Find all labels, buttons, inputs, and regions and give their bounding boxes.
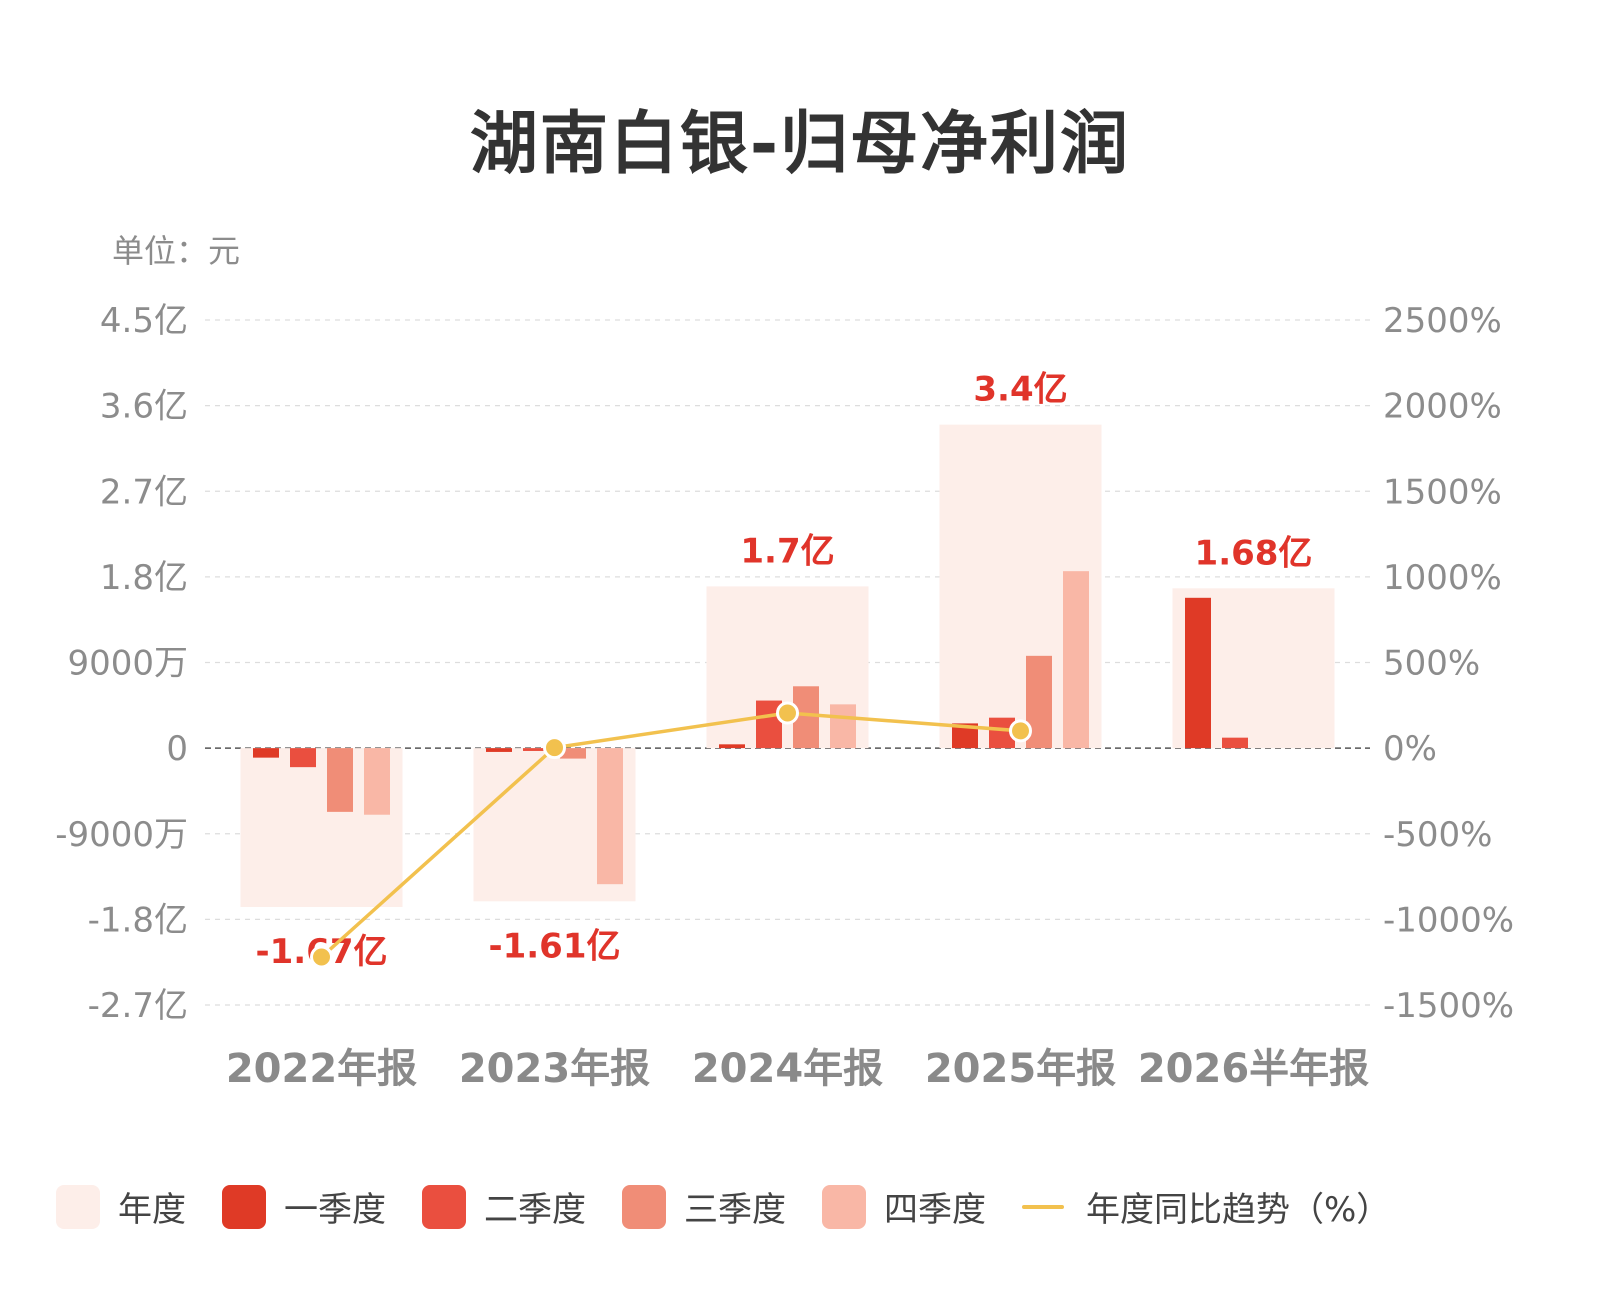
quarter-bar-q4 bbox=[1063, 571, 1089, 749]
quarter-bar-q2 bbox=[523, 748, 549, 751]
legend-line-swatch bbox=[1022, 1204, 1064, 1209]
x-category-label: 2023年报 bbox=[459, 1046, 650, 1092]
quarter-bar-q1 bbox=[1185, 597, 1211, 749]
y-right-tick-label: 1500% bbox=[1383, 472, 1502, 512]
quarter-bar-q1 bbox=[253, 748, 279, 758]
y-left-tick-label: 0 bbox=[166, 729, 188, 769]
quarter-bar-q2 bbox=[290, 748, 316, 768]
trend-line bbox=[320, 711, 1021, 959]
trend-point bbox=[1009, 719, 1032, 743]
legend-label: 二季度 bbox=[484, 1190, 586, 1230]
legend-item: 一季度 bbox=[222, 1182, 386, 1231]
annual-value-label: 3.4亿 bbox=[973, 370, 1067, 410]
y-right-tick-label: 500% bbox=[1383, 644, 1480, 684]
annual-value-label: -1.61亿 bbox=[489, 926, 621, 966]
y-left-tick-label: 9000万 bbox=[67, 644, 188, 684]
annual-value-label: 1.68亿 bbox=[1195, 533, 1313, 573]
legend: 年度 一季度 二季度 三季度 四季度 年度同比趋势（%） bbox=[56, 1182, 1426, 1231]
y-right-tick-label: -1500% bbox=[1383, 986, 1514, 1026]
y-left-tick-label: 4.5亿 bbox=[100, 301, 188, 341]
legend-label: 年度同比趋势（%） bbox=[1086, 1190, 1391, 1230]
quarter-bar-q1 bbox=[719, 744, 745, 749]
legend-box-swatch bbox=[56, 1184, 100, 1229]
y-right-tick-label: -500% bbox=[1383, 815, 1492, 855]
y-right-tick-label: 2500% bbox=[1383, 301, 1502, 341]
legend-label: 年度 bbox=[118, 1190, 186, 1230]
quarter-bar-q3 bbox=[327, 748, 353, 812]
y-right-tick-label: -1000% bbox=[1383, 900, 1514, 940]
y-left-tick-label: -2.7亿 bbox=[88, 986, 188, 1026]
legend-label: 三季度 bbox=[684, 1190, 786, 1230]
unit-label: 单位：元 bbox=[112, 232, 241, 270]
legend-item: 三季度 bbox=[622, 1182, 786, 1231]
chart-title: 湖南白银-归母净利润 bbox=[469, 105, 1131, 184]
legend-label: 一季度 bbox=[284, 1190, 386, 1230]
trend-point bbox=[310, 945, 333, 969]
legend-item: 年度 bbox=[56, 1182, 186, 1231]
y-left-tick-label: 3.6亿 bbox=[100, 387, 188, 427]
y-right-tick-label: 2000% bbox=[1383, 387, 1502, 427]
legend-item: 四季度 bbox=[822, 1182, 986, 1231]
quarter-bar-q4 bbox=[597, 748, 623, 885]
x-category-label: 2024年报 bbox=[692, 1046, 883, 1092]
legend-box-swatch bbox=[222, 1184, 266, 1229]
x-category-label: 2022年报 bbox=[226, 1046, 417, 1092]
trend-point bbox=[776, 701, 799, 725]
legend-label: 四季度 bbox=[884, 1190, 986, 1230]
trend-point bbox=[543, 736, 566, 760]
quarter-bar-q3 bbox=[560, 748, 586, 759]
annual-value-label: 1.7亿 bbox=[740, 531, 834, 571]
y-left-tick-label: 2.7亿 bbox=[100, 472, 188, 512]
x-category-label: 2025年报 bbox=[925, 1046, 1116, 1092]
y-right-tick-label: 0% bbox=[1383, 729, 1437, 769]
quarter-bar-q1 bbox=[486, 748, 512, 752]
quarter-bar-q2 bbox=[1222, 737, 1248, 749]
quarter-bar-q4 bbox=[830, 704, 856, 749]
y-left-tick-label: -9000万 bbox=[55, 815, 188, 855]
y-left-tick-label: 1.8亿 bbox=[100, 558, 188, 598]
legend-item: 年度同比趋势（%） bbox=[1022, 1182, 1390, 1231]
legend-item: 二季度 bbox=[422, 1182, 586, 1231]
legend-box-swatch bbox=[622, 1184, 666, 1229]
quarter-bar-q4 bbox=[364, 748, 390, 815]
y-right-tick-label: 1000% bbox=[1383, 558, 1502, 598]
y-left-tick-label: -1.8亿 bbox=[88, 900, 188, 940]
legend-box-swatch bbox=[422, 1184, 466, 1229]
legend-box-swatch bbox=[822, 1184, 866, 1229]
x-category-label: 2026半年报 bbox=[1138, 1046, 1369, 1092]
